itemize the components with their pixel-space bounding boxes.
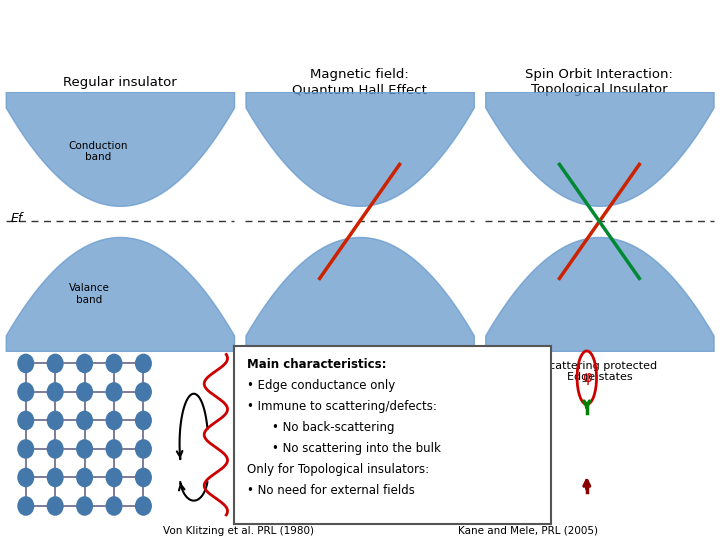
Circle shape	[76, 410, 93, 430]
Circle shape	[135, 496, 152, 516]
Circle shape	[47, 468, 63, 487]
Text: • Edge conductance only: • Edge conductance only	[247, 379, 395, 392]
Text: Conduction
band: Conduction band	[68, 140, 128, 162]
Circle shape	[17, 354, 35, 373]
Circle shape	[76, 496, 93, 516]
Text: Only for Topological insulators:: Only for Topological insulators:	[247, 463, 429, 476]
Text: Ef: Ef	[11, 212, 23, 225]
Text: 🛡: 🛡	[681, 29, 694, 49]
Text: Spin Orbit Interaction:
Topological Insulator: Spin Orbit Interaction: Topological Insu…	[526, 69, 673, 96]
Circle shape	[17, 468, 35, 487]
Text: Scattering protected
Edge states: Scattering protected Edge states	[542, 361, 657, 382]
Text: • No back-scattering: • No back-scattering	[272, 421, 395, 434]
Circle shape	[106, 354, 122, 373]
Circle shape	[17, 496, 35, 516]
Text: What are Topological insulators?: What are Topological insulators?	[25, 24, 690, 58]
Text: φ: φ	[582, 370, 592, 385]
Circle shape	[106, 410, 122, 430]
Circle shape	[47, 439, 63, 459]
Circle shape	[76, 382, 93, 402]
Circle shape	[135, 354, 152, 373]
Circle shape	[17, 410, 35, 430]
Circle shape	[76, 468, 93, 487]
Circle shape	[76, 439, 93, 459]
Circle shape	[106, 468, 122, 487]
Circle shape	[135, 410, 152, 430]
Text: Valance
band: Valance band	[68, 283, 109, 305]
Circle shape	[106, 439, 122, 459]
Text: Main characteristics:: Main characteristics:	[247, 358, 386, 371]
Text: • No need for external fields: • No need for external fields	[247, 484, 415, 497]
Circle shape	[17, 382, 35, 402]
Circle shape	[17, 439, 35, 459]
Circle shape	[47, 410, 63, 430]
Text: Kane and Mele, PRL (2005): Kane and Mele, PRL (2005)	[459, 525, 598, 536]
Circle shape	[47, 382, 63, 402]
Text: Unidirectional
edge state: Unidirectional edge state	[321, 361, 398, 382]
Circle shape	[135, 382, 152, 402]
Text: Von Klitzing et al. PRL (1980): Von Klitzing et al. PRL (1980)	[163, 525, 314, 536]
Circle shape	[135, 439, 152, 459]
Circle shape	[47, 496, 63, 516]
Circle shape	[47, 354, 63, 373]
Circle shape	[135, 468, 152, 487]
Circle shape	[106, 382, 122, 402]
Text: Regular insulator: Regular insulator	[63, 76, 176, 89]
Circle shape	[76, 354, 93, 373]
Text: • No scattering into the bulk: • No scattering into the bulk	[272, 442, 441, 455]
Text: Magnetic field:
Quantum Hall Effect: Magnetic field: Quantum Hall Effect	[292, 69, 427, 96]
Text: • Immune to scattering/defects:: • Immune to scattering/defects:	[247, 400, 436, 413]
Circle shape	[106, 496, 122, 516]
